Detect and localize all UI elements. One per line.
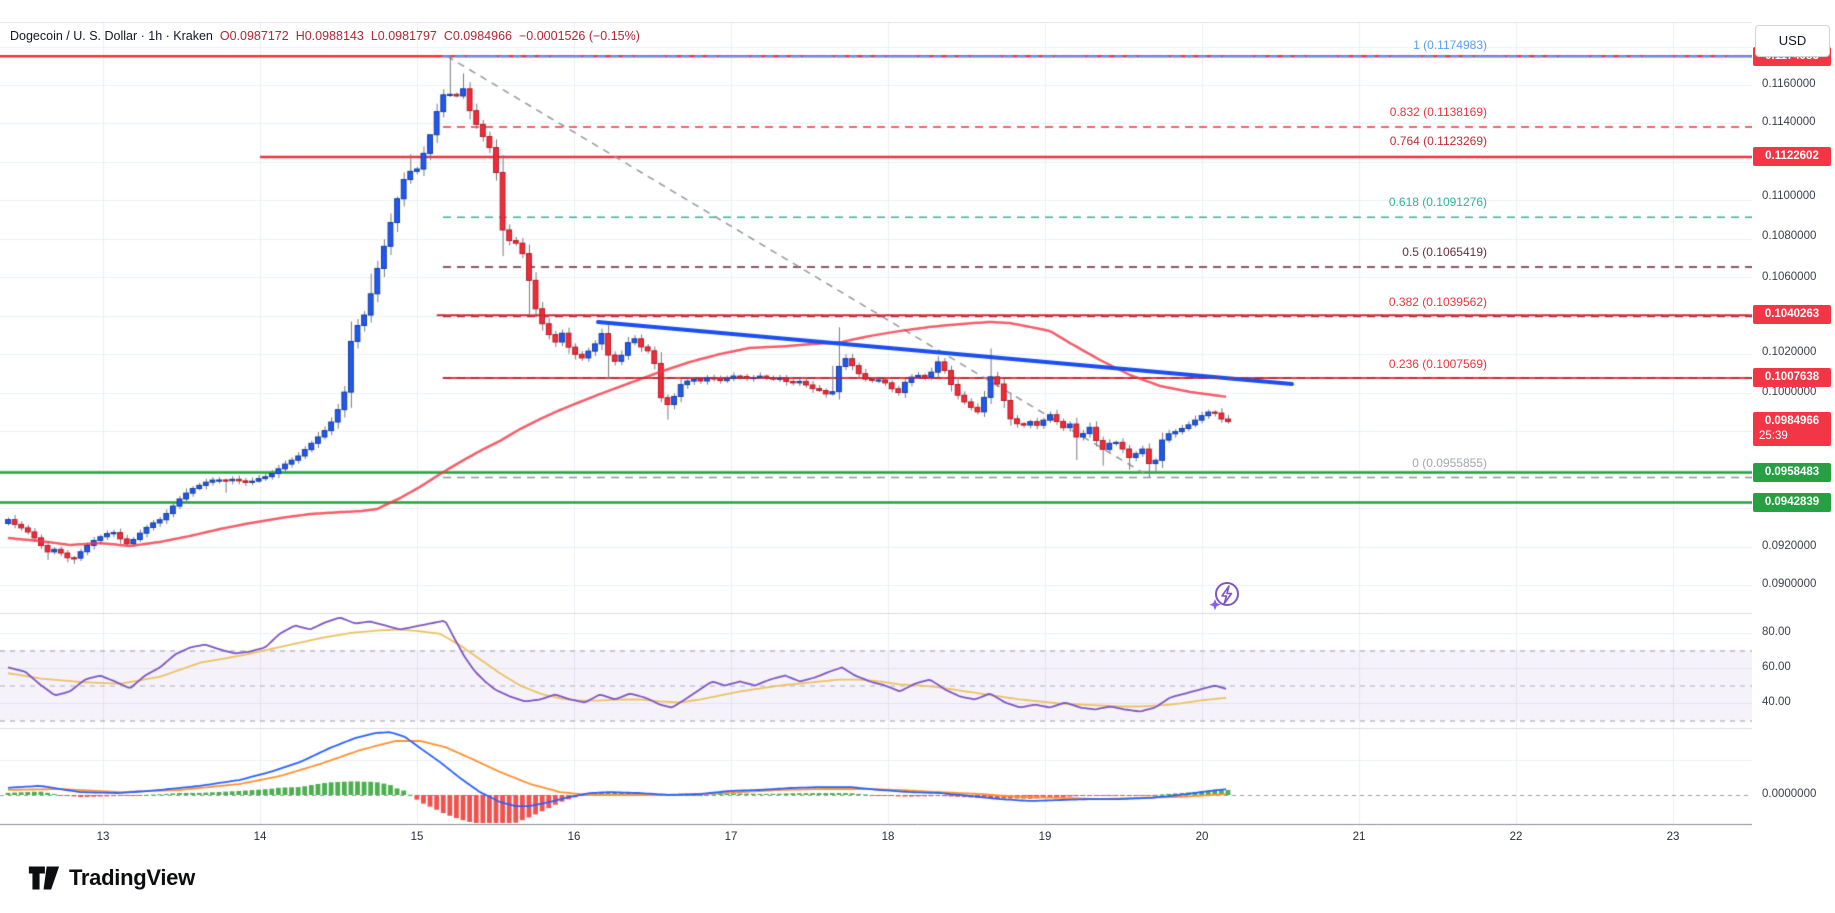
symbol-legend: Dogecoin / U. S. Dollar · 1h · Kraken O0.… — [10, 29, 640, 43]
price-tick: 0.1020000 — [1762, 346, 1817, 358]
price-tick: 40.00 — [1762, 696, 1791, 708]
fib-label: 1 (0.1174983) — [1413, 38, 1487, 52]
price-tick: 0.0920000 — [1762, 540, 1817, 552]
price-badge: 0.0942839 — [1753, 493, 1831, 512]
fib-label: 0.764 (0.1123269) — [1389, 134, 1487, 148]
price-badge: 0.1040263 — [1753, 305, 1831, 324]
price-tick: 0.0900000 — [1762, 578, 1817, 590]
price-badge: 0.1122602 — [1753, 147, 1831, 166]
price-axis[interactable]: 0.1160000 0.1140000 0.1100000 0.1080000 0.10… — [1752, 22, 1835, 851]
time-tick: 13 — [96, 831, 110, 843]
price-tick: 0.1080000 — [1762, 230, 1817, 242]
time-axis[interactable]: 13 14 15 16 17 18 19 20 21 22 23 — [0, 824, 1752, 851]
ohlc-value: L0.0981797 — [370, 29, 437, 43]
price-tick: 0.0000000 — [1762, 788, 1817, 800]
footer-bar: TradingView — [0, 851, 1835, 913]
price-tick: 0.1140000 — [1762, 116, 1816, 128]
fib-label: 0 (0.0955855) — [1412, 456, 1487, 470]
price-badge: 0.0984966 25:39 — [1753, 412, 1831, 446]
time-tick: 20 — [1195, 831, 1209, 843]
time-tick: 18 — [881, 831, 895, 843]
price-tick: 60.00 — [1762, 661, 1791, 673]
price-tick: 0.1100000 — [1762, 190, 1816, 202]
price-tick: 0.1160000 — [1762, 78, 1816, 90]
time-tick: 22 — [1509, 831, 1523, 843]
price-tick: 80.00 — [1762, 626, 1791, 638]
fib-label: 0.832 (0.1138169) — [1389, 105, 1487, 119]
fib-label: 0.618 (0.1091276) — [1388, 195, 1487, 209]
currency-toggle[interactable]: USD — [1755, 25, 1830, 57]
price-tick: 0.1000000 — [1762, 386, 1817, 398]
time-tick: 21 — [1352, 831, 1366, 843]
tradingview-logo-text: TradingView — [69, 865, 195, 890]
ohlc-value: O0.0987172 — [219, 29, 289, 43]
lightning-agent-icon[interactable] — [1205, 576, 1249, 618]
symbol-title[interactable]: Dogecoin / U. S. Dollar · 1h · Kraken — [10, 29, 213, 43]
price-tick: 0.1060000 — [1762, 271, 1817, 283]
fib-label: 0.5 (0.1065419) — [1402, 245, 1487, 259]
lightning-bolt-icon — [1221, 585, 1233, 605]
time-tick: 23 — [1666, 831, 1680, 843]
ohlc-value: C0.0984966 — [443, 29, 512, 43]
ohlc-values: O0.0987172 H0.0988143 L0.0981797 C0.0984966… — [213, 29, 640, 43]
fib-label: 0.382 (0.1039562) — [1388, 295, 1487, 309]
price-badge: 0.1007638 — [1753, 368, 1831, 387]
sparkle-icon — [1209, 599, 1221, 611]
time-tick: 17 — [724, 831, 738, 843]
price-badge: 0.0958483 — [1753, 463, 1831, 482]
time-tick: 16 — [567, 831, 581, 843]
tradingview-logo-icon — [28, 866, 60, 890]
time-tick: 15 — [410, 831, 424, 843]
ohlc-value: H0.0988143 — [295, 29, 364, 43]
time-tick: 19 — [1038, 831, 1052, 843]
time-tick: 14 — [253, 831, 267, 843]
tradingview-logo[interactable]: TradingView — [28, 865, 195, 891]
ohlc-value: −0.0001526 (−0.15%) — [518, 29, 640, 43]
fib-label: 0.236 (0.1007569) — [1388, 357, 1487, 371]
